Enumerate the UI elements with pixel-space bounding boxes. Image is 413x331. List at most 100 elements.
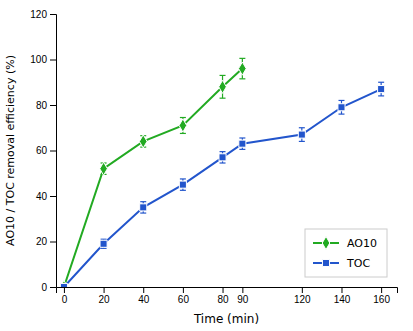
error-bar-cap	[220, 75, 226, 76]
x-tick-mark	[381, 287, 382, 293]
y-tick: 20	[36, 236, 56, 247]
legend-label: TOC	[346, 257, 370, 270]
y-tick-mark	[50, 14, 56, 15]
y-tick: 40	[36, 191, 56, 202]
y-tick: 100	[30, 54, 56, 65]
x-tick-label: 20	[99, 294, 111, 305]
legend: AO10 TOC	[305, 229, 387, 277]
error-bar-cap	[378, 82, 384, 83]
x-tick-mark	[302, 287, 303, 293]
error-bar-cap	[239, 58, 245, 59]
x-tick-label: 80	[217, 294, 229, 305]
series	[60, 58, 246, 287]
x-tick-mark	[64, 287, 65, 293]
x-tick: 140	[334, 287, 351, 305]
y-tick-mark	[50, 105, 56, 106]
x-tick-label: 0	[62, 294, 68, 305]
y-axis-title: AO10 / TOC removal efficiency (%)	[4, 55, 17, 246]
y-tick-label: 80	[36, 100, 48, 111]
error-bar	[378, 82, 384, 96]
marker	[219, 80, 227, 93]
error-bar	[180, 118, 186, 134]
y-tick-label: 60	[36, 145, 48, 156]
error-bar	[299, 128, 305, 142]
marker	[100, 240, 107, 247]
legend-marker	[322, 236, 330, 249]
legend-item: TOC	[313, 257, 370, 270]
error-bar-cap	[299, 141, 305, 142]
marker	[179, 181, 186, 188]
error-bar-cap	[220, 151, 226, 152]
legend-box	[305, 229, 387, 277]
marker	[378, 86, 385, 93]
y-tick-label: 20	[36, 236, 48, 247]
x-tick-mark	[143, 287, 144, 293]
x-tick-mark	[223, 287, 224, 293]
x-tick: 80	[217, 287, 229, 305]
x-tick-label: 120	[294, 294, 311, 305]
y-tick: 0	[41, 282, 56, 293]
error-bar	[239, 58, 245, 78]
x-tick-label: 160	[373, 294, 390, 305]
marker	[139, 135, 147, 148]
marker	[298, 131, 305, 138]
error-bar	[239, 138, 245, 149]
marker	[60, 283, 67, 287]
x-tick: 160	[373, 287, 390, 305]
x-axis-line	[57, 288, 398, 294]
x-tick: 20	[99, 287, 111, 305]
error-bar-cap	[220, 98, 226, 99]
y-tick: 60	[36, 145, 56, 156]
error-bar-cap	[338, 100, 344, 101]
y-tick-mark	[50, 242, 56, 243]
x-tick-label: 40	[138, 294, 150, 305]
marker	[140, 204, 147, 211]
y-tick-mark	[50, 287, 56, 288]
y-tick-mark	[50, 196, 56, 197]
y-tick: 120	[30, 9, 56, 20]
y-tick-label: 100	[30, 54, 47, 65]
marker	[239, 62, 247, 75]
x-tick-mark	[341, 287, 342, 293]
x-tick: 120	[294, 287, 311, 305]
chart: 0 20 40 60 80 90 120 140 160 0 20 40 60 80 100 120 AO10 T…	[0, 0, 413, 331]
error-bar	[220, 152, 226, 163]
x-tick: 90	[237, 287, 249, 305]
marker	[179, 119, 187, 132]
y-tick: 80	[36, 100, 56, 111]
error-bar	[101, 163, 107, 174]
error-bar-cap	[180, 190, 186, 191]
y-tick-label: 40	[36, 191, 48, 202]
x-axis: 0 20 40 60 80 90 120 140 160	[57, 287, 398, 305]
error-bar	[140, 136, 146, 147]
y-tick-mark	[50, 60, 56, 61]
error-bar-cap	[101, 248, 107, 249]
y-tick-label: 120	[30, 9, 47, 20]
error-bar-cap	[140, 212, 146, 213]
error-bar-cap	[338, 113, 344, 114]
y-axis-line	[50, 15, 57, 288]
error-bar-cap	[140, 201, 146, 202]
error-bar-cap	[378, 95, 384, 96]
y-tick-label: 0	[41, 282, 47, 293]
y-tick-mark	[50, 151, 56, 152]
x-tick-label: 90	[237, 294, 249, 305]
marker	[60, 280, 68, 287]
marker	[239, 140, 246, 147]
error-bar-cap	[101, 239, 107, 240]
error-bar-cap	[239, 137, 245, 138]
x-tick: 0	[62, 287, 68, 305]
y-axis: 0 20 40 60 80 100 120	[30, 9, 56, 293]
x-tick: 60	[178, 287, 190, 305]
x-tick-label: 60	[178, 294, 190, 305]
legend-item: AO10	[313, 236, 377, 249]
error-bar-cap	[239, 78, 245, 79]
error-bar	[180, 179, 186, 190]
error-bar-cap	[220, 162, 226, 163]
x-tick-mark	[183, 287, 184, 293]
error-bar	[101, 239, 107, 248]
x-axis-title: Time (min)	[193, 312, 259, 326]
error-bar-cap	[180, 178, 186, 179]
error-bar	[220, 75, 226, 98]
error-bar-cap	[239, 149, 245, 150]
